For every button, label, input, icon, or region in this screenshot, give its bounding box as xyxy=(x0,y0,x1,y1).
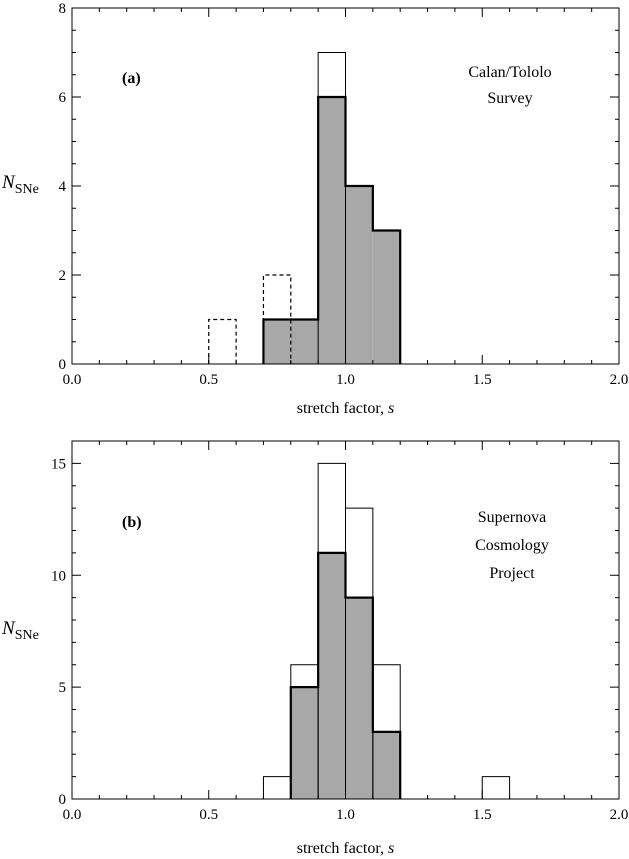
y-axis-title: NSNe xyxy=(1,172,39,197)
bar-outline xyxy=(262,776,292,799)
bar-filled xyxy=(372,731,401,799)
y-tick-label: 8 xyxy=(59,1,67,17)
panel-label: (a) xyxy=(122,70,141,87)
bar-filled xyxy=(345,186,373,364)
y-tick-label: 0 xyxy=(59,357,67,373)
bar-filled xyxy=(372,230,401,364)
y-axis-title: NSNe xyxy=(1,618,39,643)
x-axis-title: stretch factor, s xyxy=(297,400,395,417)
x-tick-label: 2.0 xyxy=(610,807,629,823)
bar-filled xyxy=(263,319,291,364)
annotation-line: Cosmology xyxy=(475,537,549,554)
annotation-line: Survey xyxy=(487,90,532,107)
bar-filled xyxy=(290,319,319,364)
y-tick-label: 15 xyxy=(51,456,66,472)
x-tick-label: 0.0 xyxy=(63,372,82,388)
bar-outline xyxy=(372,664,401,799)
x-tick-label: 1.0 xyxy=(336,807,355,823)
series-dashed-outline xyxy=(208,274,292,364)
bar-dashed xyxy=(208,318,237,364)
x-axis-title-text: stretch factor, xyxy=(297,400,388,417)
x-tick-label: 0.0 xyxy=(63,807,82,823)
x-axis-title-text: stretch factor, xyxy=(297,840,388,857)
x-tick-label: 1.5 xyxy=(473,807,492,823)
series-thin-outline xyxy=(262,462,511,799)
series-thick-filled xyxy=(262,95,402,364)
bar-filled xyxy=(318,552,346,799)
y-axis-title-symbol: N xyxy=(1,618,16,639)
panel-label: (b) xyxy=(122,514,142,531)
bar-outline xyxy=(481,776,511,799)
x-tick-label: 2.0 xyxy=(610,372,629,388)
y-tick-label: 4 xyxy=(59,179,67,195)
annotation-line: Supernova xyxy=(478,509,546,526)
bar-filled xyxy=(345,597,373,799)
y-tick-label: 5 xyxy=(59,680,67,696)
x-axis-title: stretch factor, s xyxy=(297,840,395,857)
x-tick-label: 0.5 xyxy=(199,372,218,388)
y-tick-label: 6 xyxy=(59,90,67,106)
y-tick-label: 0 xyxy=(59,792,67,808)
x-axis-title-symbol: s xyxy=(388,840,394,857)
bar-outline xyxy=(317,52,346,364)
series-thin-outline xyxy=(317,52,346,364)
bar-dashed xyxy=(262,274,292,364)
x-tick-label: 1.0 xyxy=(336,372,355,388)
annotation-line: Project xyxy=(489,565,535,582)
bar-filled xyxy=(290,687,319,799)
bar-outline xyxy=(345,507,374,799)
x-tick-label: 1.5 xyxy=(473,372,492,388)
y-tick-label: 10 xyxy=(51,568,66,584)
y-axis-title-subscript: SNe xyxy=(15,182,39,197)
bar-filled xyxy=(318,97,346,364)
x-axis-title-symbol: s xyxy=(388,400,394,417)
annotation-line: Calan/Tololo xyxy=(468,64,551,81)
y-axis-title-symbol: N xyxy=(1,172,16,193)
y-tick-label: 2 xyxy=(59,268,67,284)
y-axis-title-subscript: SNe xyxy=(15,628,39,643)
x-tick-label: 0.5 xyxy=(199,807,218,823)
panel-a: 0.0 0.5 1.0 1.5 2.0 0 2 4 6 8 stretch factor, s NSN… xyxy=(1,1,628,417)
